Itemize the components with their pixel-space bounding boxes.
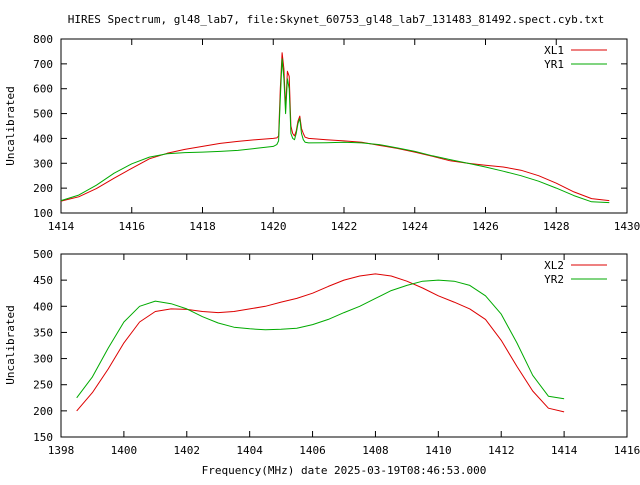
legend-label-xl2: XL2 [544, 259, 564, 272]
legend-label-yr1: YR1 [544, 58, 564, 71]
x-tick-label: 1426 [472, 220, 499, 233]
x-tick-label: 1398 [48, 444, 75, 457]
y-tick-label: 450 [33, 274, 53, 287]
x-tick-label: 1408 [362, 444, 389, 457]
x-tick-label: 1412 [488, 444, 515, 457]
plot-frame [60, 38, 628, 214]
y-tick-label: 500 [33, 248, 53, 261]
series-line-yr2 [76, 279, 565, 400]
x-tick-label: 1416 [119, 220, 146, 233]
series-line-xl1 [60, 52, 610, 202]
y-tick-label: 700 [33, 58, 53, 71]
y-tick-label: 300 [33, 353, 53, 366]
y-tick-label: 200 [33, 182, 53, 195]
y-tick-label: 350 [33, 326, 53, 339]
x-tick-label: 1406 [299, 444, 326, 457]
x-tick-label: 1414 [48, 220, 75, 233]
legend-label-yr2: YR2 [544, 273, 564, 286]
chart-panel-2: 1398 1400 1402 1404 1406 1408 1410 1412 1414 1416… [4, 248, 640, 477]
x-tick-label: 1410 [425, 444, 452, 457]
x-axis-label: Frequency(MHz) date 2025-03-19T08:46:53.… [202, 464, 487, 477]
x-tick-label: 1414 [551, 444, 578, 457]
chart-panel-1: 1414 1416 1418 1420 1422 1424 1426 1428 1430 100 2… [4, 33, 640, 233]
y-tick-label: 250 [33, 379, 53, 392]
y-tick-label: 100 [33, 207, 53, 220]
x-tick-label: 1430 [614, 220, 640, 233]
y-tick-label: 600 [33, 83, 53, 96]
x-tick-label: 1400 [111, 444, 138, 457]
y-tick-label: 150 [33, 431, 53, 444]
x-tick-label: 1418 [189, 220, 216, 233]
legend-label-xl1: XL1 [544, 44, 564, 57]
y-tick-label: 400 [33, 132, 53, 145]
series-line-yr1 [60, 58, 610, 204]
y-tick-label: 200 [33, 405, 53, 418]
y-tick-label: 800 [33, 33, 53, 46]
x-tick-label: 1420 [260, 220, 287, 233]
x-tick-label: 1428 [543, 220, 570, 233]
x-tick-label: 1424 [402, 220, 429, 233]
x-tick-label: 1416 [614, 444, 640, 457]
y-axis-label: Uncalibrated [4, 305, 17, 384]
y-tick-label: 400 [33, 300, 53, 313]
x-tick-label: 1404 [236, 444, 263, 457]
x-tick-label: 1422 [331, 220, 358, 233]
y-axis-label: Uncalibrated [4, 86, 17, 165]
x-tick-label: 1402 [174, 444, 201, 457]
series-line-xl2 [76, 273, 565, 413]
plot-frame [60, 253, 628, 438]
y-tick-label: 300 [33, 157, 53, 170]
figure-title: HIRES Spectrum, gl48_lab7, file:Skynet_6… [68, 13, 604, 26]
y-tick-label: 500 [33, 108, 53, 121]
